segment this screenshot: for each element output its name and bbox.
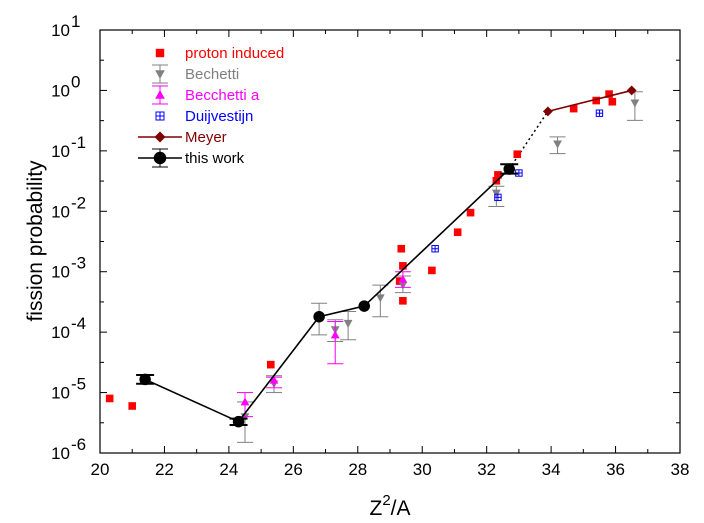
x-axis-title-rest: /A	[391, 497, 411, 520]
legend-label: this work	[185, 150, 245, 167]
y-tick-label-exp: -2	[71, 193, 86, 212]
x-tick-label: 24	[219, 460, 238, 479]
y-tick-label-exp: -6	[71, 435, 86, 454]
data-point	[595, 109, 604, 117]
data-point	[330, 330, 340, 339]
legend-marker	[155, 89, 165, 99]
data-point	[626, 85, 637, 96]
data-point	[466, 208, 475, 217]
data-point	[313, 310, 325, 323]
series-line	[547, 89, 632, 113]
legend-label: Becchetti a	[185, 87, 260, 104]
data-point	[269, 375, 279, 384]
y-tick-label-exp: -4	[71, 314, 86, 333]
y-tick-label: 10	[51, 21, 70, 40]
legend: proton induced Bechetti Becchetti a Duijves…	[138, 45, 284, 168]
data-point	[128, 402, 137, 410]
data-point	[503, 163, 515, 175]
data-point	[266, 360, 275, 369]
legend-marker	[155, 48, 165, 58]
axes: 20 22 24 26 28 30 32 34 36 3810-610-510-410-310-2…	[51, 12, 689, 479]
y-tick-label-exp: -3	[71, 254, 86, 273]
data-point	[232, 415, 245, 428]
y-tick-label: 10	[51, 444, 70, 463]
x-tick-label: 32	[477, 460, 496, 479]
series-proton-induced	[105, 90, 617, 410]
data-point	[358, 300, 370, 312]
data-point	[105, 394, 114, 403]
x-tick-label: 36	[606, 460, 625, 479]
legend-entry: proton induced	[155, 45, 284, 62]
data-point	[542, 106, 553, 117]
plot-area	[105, 85, 643, 443]
y-tick-label: 10	[51, 323, 70, 342]
x-axis-title: Z2/A	[369, 492, 410, 520]
x-tick-label: 22	[155, 460, 174, 479]
data-point	[375, 294, 385, 303]
data-point	[453, 228, 462, 237]
data-point	[428, 266, 436, 275]
legend-marker	[155, 111, 165, 121]
legend-entry: Meyer	[138, 129, 227, 146]
data-point	[399, 262, 407, 270]
data-point	[592, 96, 601, 105]
y-tick-label-exp: 1	[71, 12, 80, 31]
data-point	[605, 90, 613, 98]
legend-entry: Bechetti	[152, 64, 239, 84]
legend-entry: Duijvestijn	[155, 108, 253, 125]
x-axis-title-main: Z	[369, 497, 382, 520]
series-Becchetti-a	[237, 271, 411, 418]
x-tick-label: 20	[91, 460, 110, 479]
data-point	[343, 319, 353, 328]
series-this-work	[136, 163, 519, 428]
x-tick-label: 26	[284, 460, 303, 479]
data-point	[494, 171, 502, 179]
y-tick-label-exp: 0	[71, 72, 80, 91]
legend-label: Meyer	[185, 129, 227, 146]
y-tick-label: 10	[51, 263, 70, 282]
data-point	[513, 150, 522, 159]
x-tick-label: 34	[542, 460, 561, 479]
legend-entry: Becchetti a	[152, 85, 260, 105]
x-tick-label: 38	[671, 460, 690, 479]
legend-marker	[155, 70, 165, 80]
series-Bechetti	[237, 91, 643, 443]
series-Meyer	[542, 85, 637, 117]
data-point	[569, 104, 578, 113]
x-axis-title-sup: 2	[382, 492, 390, 509]
x-tick-label: 28	[348, 460, 367, 479]
data-point	[553, 140, 562, 149]
x-tick-label: 30	[413, 460, 432, 479]
data-point	[494, 193, 502, 202]
legend-label: proton induced	[185, 45, 284, 62]
data-point	[240, 397, 250, 406]
y-tick-label: 10	[51, 81, 70, 100]
data-point	[398, 274, 408, 283]
y-tick-label-exp: -5	[71, 375, 86, 394]
dotted-connector-line	[508, 110, 549, 170]
legend-entry: this work	[138, 148, 245, 168]
data-point	[630, 99, 640, 108]
y-tick-label-exp: -1	[71, 133, 86, 152]
data-point	[399, 297, 407, 305]
y-tick-label: 10	[51, 384, 70, 403]
data-point	[608, 97, 617, 106]
legend-label: Duijvestijn	[185, 108, 253, 125]
legend-marker	[153, 151, 167, 165]
data-point	[397, 244, 406, 253]
y-axis-title: fission probability	[24, 160, 47, 322]
data-point	[431, 245, 439, 253]
y-tick-label: 10	[51, 142, 70, 161]
legend-label: Bechetti	[185, 66, 239, 83]
series-line	[144, 168, 510, 423]
data-point	[139, 373, 151, 386]
y-tick-label: 10	[51, 202, 70, 221]
legend-marker	[154, 131, 166, 143]
